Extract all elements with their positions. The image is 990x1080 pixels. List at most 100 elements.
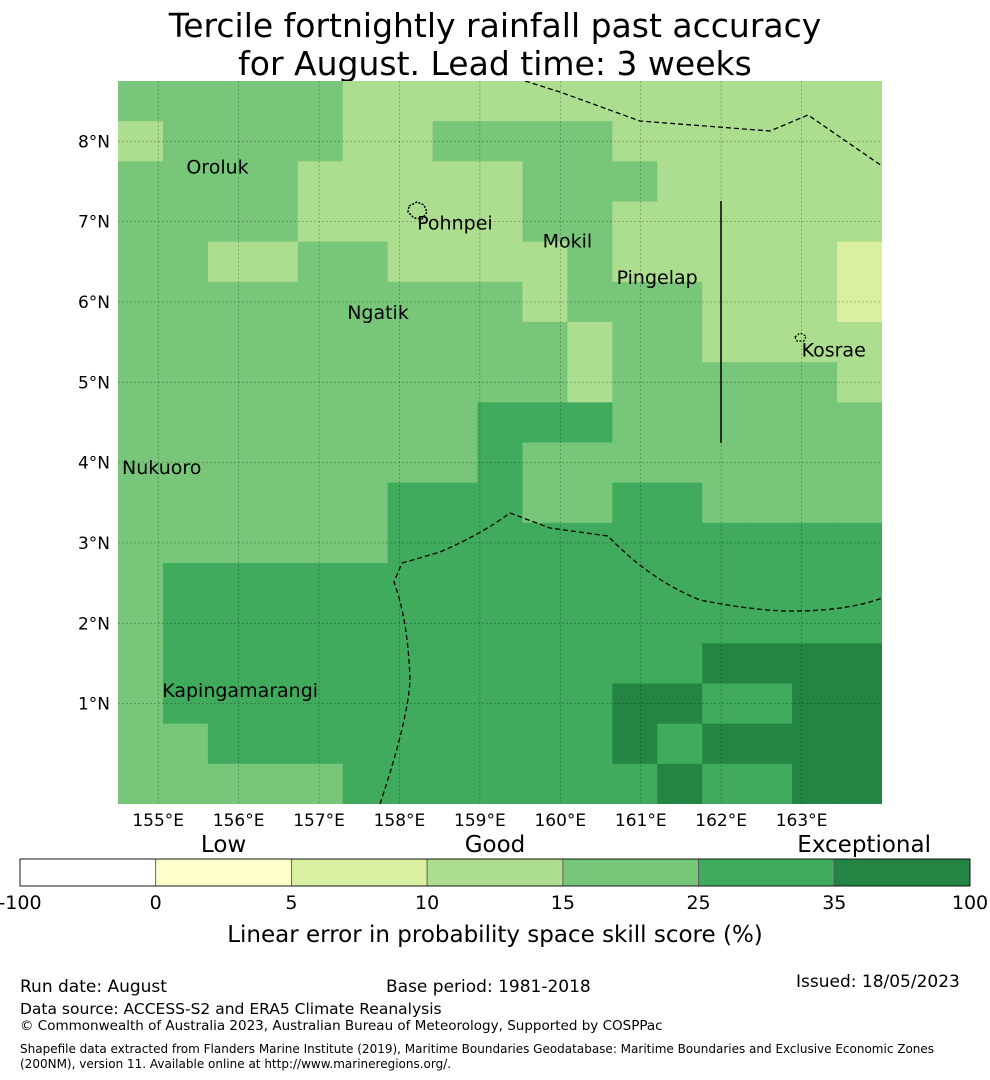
colorbar-swatch	[562, 858, 699, 887]
skill-cell	[567, 723, 613, 765]
skill-cell	[702, 603, 748, 644]
skill-cell	[342, 161, 389, 203]
skill-cell	[657, 402, 703, 444]
skill-cell	[207, 201, 254, 243]
lat-tick-label: 1°N	[78, 695, 110, 715]
skill-cell	[387, 241, 434, 283]
skill-cell	[387, 482, 434, 524]
skill-cell	[118, 241, 164, 283]
skill-cell	[252, 603, 299, 644]
skill-cell	[432, 121, 479, 162]
skill-cell	[477, 763, 524, 804]
skill-cell	[297, 402, 344, 444]
base-period: Base period: 1981-2018	[386, 977, 591, 997]
lat-tick-label: 2°N	[78, 614, 110, 634]
skill-cell	[837, 161, 882, 203]
lon-tick-label: 158°E	[374, 811, 426, 831]
skill-cell	[657, 723, 703, 765]
skill-cell	[522, 161, 569, 203]
issued-date: Issued: 18/05/2023	[796, 972, 960, 992]
skill-cell	[747, 522, 793, 564]
skill-cell	[207, 281, 254, 323]
skill-cell	[252, 322, 299, 363]
skill-cell	[657, 362, 703, 403]
skill-cell	[207, 482, 254, 524]
skill-cell	[118, 281, 164, 323]
skill-cell	[477, 482, 524, 524]
colorbar-swatch	[19, 858, 157, 887]
skill-cell	[612, 281, 658, 323]
skill-cell	[432, 563, 479, 604]
skill-cell	[118, 362, 164, 403]
skill-cell	[567, 442, 613, 484]
skill-cell	[297, 161, 344, 203]
skill-cell	[162, 201, 209, 243]
skill-cell	[792, 281, 838, 323]
skill-cell	[747, 362, 793, 403]
skill-cell	[747, 201, 793, 243]
skill-cell	[702, 322, 748, 363]
skill-cell	[207, 402, 254, 444]
skill-cell	[432, 281, 479, 323]
skill-cell	[567, 281, 613, 323]
skill-cell	[207, 723, 254, 765]
skill-cell	[567, 161, 613, 203]
skill-cell	[387, 281, 434, 323]
skill-cell	[792, 241, 838, 283]
skill-cell	[792, 201, 838, 243]
skill-cell	[702, 522, 748, 564]
skill-cell	[657, 643, 703, 685]
colorbar-category-label: Low	[201, 832, 246, 858]
skill-cell	[837, 81, 882, 122]
skill-cell	[387, 442, 434, 484]
skill-cell	[252, 643, 299, 685]
skill-cell	[342, 281, 389, 323]
place-label: Oroluk	[186, 156, 248, 178]
skill-cell	[118, 522, 164, 564]
skill-cell	[252, 402, 299, 444]
skill-cell	[477, 402, 524, 444]
skill-grid	[118, 81, 882, 804]
skill-cell	[252, 281, 299, 323]
colorbar-category-label: Good	[465, 832, 526, 858]
skill-cell	[297, 643, 344, 685]
lat-tick-label: 6°N	[78, 293, 110, 313]
skill-cell	[477, 121, 524, 162]
skill-cell	[792, 763, 838, 804]
skill-cell	[252, 121, 299, 162]
skill-cell	[207, 241, 254, 283]
skill-cell	[522, 643, 569, 685]
skill-cell	[432, 362, 479, 403]
lat-tick-label: 7°N	[78, 213, 110, 233]
skill-cell	[702, 683, 748, 725]
lon-tick-label: 155°E	[132, 811, 184, 831]
skill-cell	[432, 161, 479, 203]
colorbar-tick-label: 100	[952, 892, 988, 914]
skill-cell	[118, 763, 164, 804]
skill-cell	[252, 241, 299, 283]
data-source: Data source: ACCESS-S2 and ERA5 Climate …	[20, 1000, 442, 1018]
place-label: Kosrae	[802, 340, 866, 362]
skill-cell	[567, 643, 613, 685]
skill-cell	[522, 322, 569, 363]
skill-cell	[162, 241, 209, 283]
skill-cell	[837, 281, 882, 323]
skill-cell	[792, 362, 838, 403]
skill-cell	[207, 603, 254, 644]
skill-cell	[387, 81, 434, 122]
skill-cell	[747, 442, 793, 484]
pohnpei-island-outline	[407, 201, 428, 220]
skill-cell	[747, 683, 793, 725]
skill-cell	[252, 201, 299, 243]
place-label: Ngatik	[347, 302, 409, 324]
skill-cell	[522, 442, 569, 484]
skill-cell	[118, 121, 164, 162]
skill-cell	[567, 322, 613, 363]
skill-cell	[837, 201, 882, 243]
skill-cell	[522, 563, 569, 604]
colorbar-swatch	[155, 858, 292, 887]
lon-tick-label: 156°E	[213, 811, 265, 831]
skill-cell	[162, 121, 209, 162]
skill-cell	[702, 482, 748, 524]
skill-cell	[118, 603, 164, 644]
